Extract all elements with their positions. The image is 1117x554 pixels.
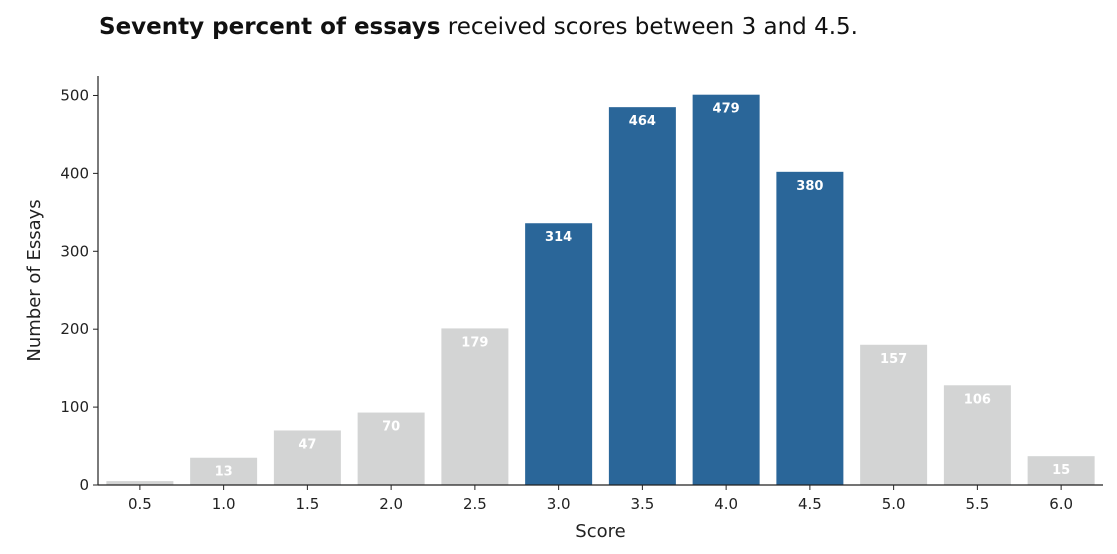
axes-layer: 0.5 1.0 1.5 2.0 2.5 3.0 3.5 4.0 4.5 5.0 5.5 6.0 0 100… [60, 76, 1103, 513]
y-tick-label-100: 100 [60, 398, 89, 416]
bars-layer: 13 47 70 179 314 464 479 380 157 106 15 [106, 94, 1095, 486]
y-tick-label-0: 0 [79, 476, 89, 494]
x-tick-label-1.5: 1.5 [295, 495, 319, 513]
bar-value-label-5.0: 157 [880, 352, 907, 367]
bar-4.5 [776, 171, 844, 485]
x-tick-label-4.0: 4.0 [714, 495, 738, 513]
bar-value-label-1.5: 47 [298, 437, 316, 452]
x-tick-label-3.5: 3.5 [630, 495, 654, 513]
bar-3.0 [525, 223, 593, 486]
bar-1.0 [190, 457, 258, 485]
bar-value-label-6.0: 15 [1052, 463, 1070, 478]
y-tick-label-500: 500 [60, 86, 89, 104]
y-tick-label-200: 200 [60, 320, 89, 338]
x-tick-label-5.0: 5.0 [882, 495, 906, 513]
bar-5.0 [860, 344, 928, 485]
x-tick-label-1.0: 1.0 [212, 495, 236, 513]
chart-title-rest: received scores between 3 and 4.5. [440, 14, 858, 40]
bar-value-label-4.0: 479 [713, 102, 740, 117]
bar-value-label-2.5: 179 [461, 335, 488, 350]
x-tick-label-5.5: 5.5 [965, 495, 989, 513]
x-tick-label-6.0: 6.0 [1049, 495, 1073, 513]
x-tick-label-2.5: 2.5 [463, 495, 487, 513]
y-tick-label-300: 300 [60, 242, 89, 260]
bar-5.5 [943, 385, 1011, 485]
x-axis-label: Score [575, 521, 625, 542]
bar-1.5 [273, 430, 341, 485]
x-tick-label-4.5: 4.5 [798, 495, 822, 513]
chart-title-bold: Seventy percent of essays [99, 14, 441, 40]
y-tick-label-400: 400 [60, 164, 89, 182]
bar-value-label-4.5: 380 [796, 179, 823, 194]
bar-2.5 [441, 328, 509, 485]
bar-3.5 [608, 107, 676, 485]
bar-value-label-5.5: 106 [964, 392, 991, 407]
y-axis-label: Number of Essays [24, 199, 45, 361]
bar-2.0 [357, 412, 425, 485]
bar-value-label-3.5: 464 [629, 114, 656, 129]
bar-value-label-3.0: 314 [545, 230, 572, 245]
bar-6.0 [1027, 456, 1095, 485]
x-tick-label-0.5: 0.5 [128, 495, 152, 513]
bar-value-label-1.0: 13 [215, 465, 233, 480]
bar-4.0 [692, 94, 760, 485]
bar-value-label-2.0: 70 [382, 420, 400, 435]
x-tick-label-3.0: 3.0 [547, 495, 571, 513]
bar-0.5 [106, 481, 174, 485]
x-tick-label-2.0: 2.0 [379, 495, 403, 513]
chart-title: Seventy percent of essays received score… [99, 14, 858, 40]
